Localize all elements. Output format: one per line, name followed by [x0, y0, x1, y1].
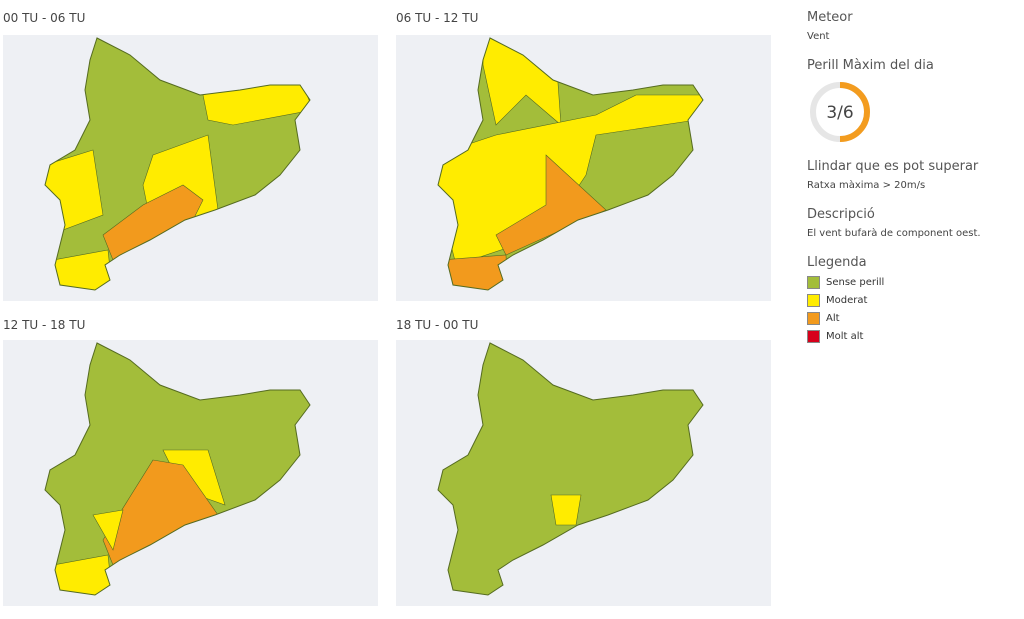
gauge: 3/6 — [810, 82, 870, 142]
legend-swatch — [807, 276, 820, 289]
legend-label: Alt — [826, 313, 840, 324]
region — [92, 509, 124, 551]
legend: Sense perill Moderat Alt Molt alt — [807, 276, 1017, 343]
heading: Meteor — [807, 10, 853, 25]
legend-swatch — [807, 330, 820, 343]
legend-item: Molt alt — [807, 330, 1017, 343]
legend-label: Sense perill — [826, 277, 885, 288]
gauge-label: 3/6 — [826, 103, 853, 123]
border — [437, 37, 704, 291]
legend-item: Alt — [807, 312, 1017, 325]
legend-label: Molt alt — [826, 331, 864, 342]
gauge-arc — [839, 82, 870, 142]
text: El vent bufarà de component oest. — [807, 228, 981, 239]
panel-title: 18 TU - 00 TU — [396, 318, 479, 332]
border — [44, 37, 311, 291]
panel-title: 00 TU - 06 TU — [3, 11, 86, 25]
legend-item: Moderat — [807, 294, 1017, 307]
legend-swatch — [807, 294, 820, 307]
heading: Descripció — [807, 207, 875, 222]
region-group — [438, 343, 703, 595]
panel-title: 06 TU - 12 TU — [396, 11, 479, 25]
text: Vent — [807, 31, 830, 42]
region-group — [45, 38, 310, 290]
sidebar: Meteor Vent Perill Màxim del dia 3/6 Lli… — [807, 10, 1017, 348]
legend-item: Sense perill — [807, 276, 1017, 289]
region — [438, 343, 703, 595]
panel-title: 12 TU - 18 TU — [3, 318, 86, 332]
region — [45, 149, 104, 231]
region-group — [45, 343, 310, 595]
border — [44, 342, 311, 596]
heading: Llegenda — [807, 255, 867, 270]
border — [437, 342, 704, 596]
text: Ratxa màxima > 20m/s — [807, 180, 926, 191]
legend-swatch — [807, 312, 820, 325]
map — [396, 340, 771, 606]
heading: Perill Màxim del dia — [807, 58, 934, 73]
map — [3, 35, 378, 301]
map — [3, 340, 378, 606]
heading: Llindar que es pot superar — [807, 159, 979, 174]
map — [396, 35, 771, 301]
legend-label: Moderat — [826, 295, 868, 306]
region — [550, 494, 582, 526]
region-group — [438, 38, 703, 290]
region — [202, 84, 310, 126]
region — [495, 154, 607, 256]
